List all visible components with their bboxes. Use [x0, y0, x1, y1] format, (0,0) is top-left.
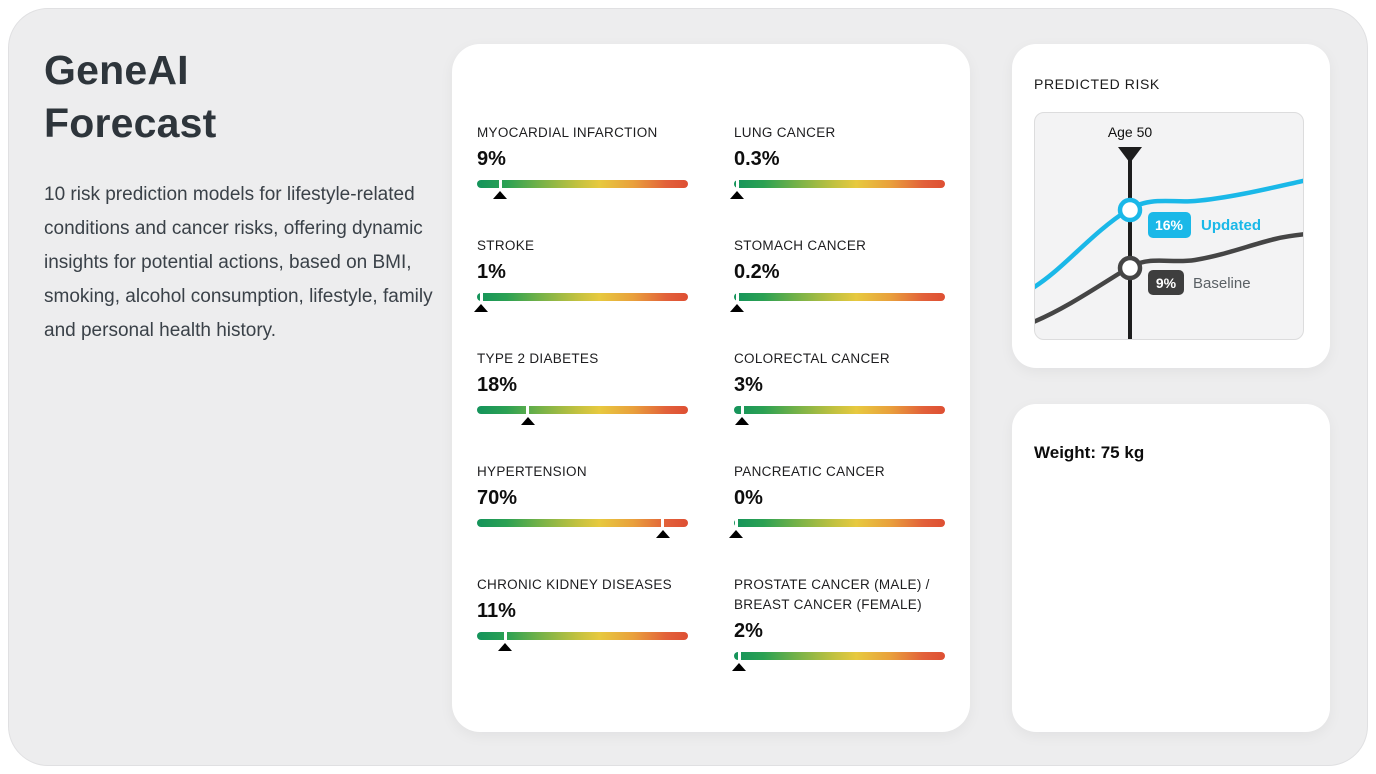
baseline-label: Baseline	[1193, 275, 1251, 292]
risk-value: 3%	[734, 374, 763, 396]
risk-marker-triangle	[729, 530, 744, 538]
page-title: GeneAI Forecast	[44, 44, 440, 150]
risk-item: CHRONIC KIDNEY DISEASES 11%	[477, 575, 688, 688]
risk-gradient-bar	[477, 179, 688, 200]
risk-value: 9%	[477, 148, 506, 170]
risk-gradient-bar	[474, 292, 688, 313]
predicted-risk-card: PREDICTED RISK Age 50 16% Updated	[1012, 44, 1330, 368]
page-title-line1: GeneAI	[44, 47, 189, 93]
weight-label: Weight: 75 kg	[1034, 443, 1145, 462]
risk-gradient-bar	[477, 631, 688, 652]
risk-marker-triangle	[730, 304, 745, 312]
risk-marker-triangle	[730, 191, 745, 199]
risk-marker-triangle	[498, 643, 513, 651]
risk-marker-triangle	[655, 530, 670, 538]
risk-gradient-bar	[477, 518, 688, 539]
risk-item: HYPERTENSION 70%	[477, 462, 688, 575]
risk-gradient-bar	[477, 405, 688, 426]
risk-item: STOMACH CANCER 0.2%	[730, 236, 945, 349]
risk-item: MYOCARDIAL INFARCTION 9%	[477, 123, 688, 236]
age-marker-triangle	[1118, 147, 1142, 163]
risk-item: LUNG CANCER 0.3%	[730, 123, 945, 236]
risk-item: PROSTATE CANCER (MALE) / BREAST CANCER (…	[732, 575, 945, 688]
age-label: Age 50	[1108, 124, 1153, 140]
risk-value: 1%	[477, 261, 506, 283]
risk-value: 11%	[477, 600, 516, 622]
updated-curve	[1035, 178, 1303, 290]
risk-marker-triangle	[493, 191, 508, 199]
risk-grid: MYOCARDIAL INFARCTION 9% LUNG CANCER 0.3…	[452, 44, 970, 688]
risk-label: CHRONIC KIDNEY DISEASES	[477, 577, 672, 592]
updated-point	[1117, 197, 1143, 223]
risk-label: LUNG CANCER	[734, 125, 836, 140]
intro-section: GeneAI Forecast 10 risk prediction models…	[44, 44, 440, 348]
risk-label: MYOCARDIAL INFARCTION	[477, 125, 658, 140]
updated-label: Updated	[1201, 217, 1261, 234]
risk-item: TYPE 2 DIABETES 18%	[477, 349, 688, 462]
risk-label: STOMACH CANCER	[734, 238, 867, 253]
risk-value: 0.3%	[734, 148, 780, 170]
risk-label: PROSTATE CANCER (MALE) / BREAST CANCER (…	[734, 577, 930, 612]
risk-label: COLORECTAL CANCER	[734, 351, 890, 366]
risk-models-card: MYOCARDIAL INFARCTION 9% LUNG CANCER 0.3…	[452, 44, 970, 732]
risk-projection-chart: Age 50 16% Updated 9% Baseline	[1034, 112, 1304, 340]
risk-marker-triangle	[474, 304, 489, 312]
page-description: 10 risk prediction models for lifestyle-…	[44, 184, 433, 341]
predicted-risk-header: PREDICTED RISK	[1034, 76, 1160, 92]
lifestyle-controls-card: Weight: 75 kg Alcohol intake No alcohol …	[1012, 404, 1330, 732]
risk-gradient-bar	[730, 179, 945, 200]
updated-badge	[1148, 212, 1191, 238]
baseline-curve	[1035, 232, 1303, 324]
updated-badge-value: 16%	[1155, 217, 1184, 233]
risk-marker-triangle	[520, 417, 535, 425]
baseline-badge	[1148, 270, 1184, 295]
risk-label: PANCREATIC CANCER	[734, 464, 885, 479]
risk-label: HYPERTENSION	[477, 464, 587, 479]
baseline-point	[1117, 255, 1143, 281]
risk-item: COLORECTAL CANCER 3%	[734, 349, 945, 462]
risk-value: 18%	[477, 374, 518, 396]
risk-item: PANCREATIC CANCER 0%	[729, 462, 945, 575]
risk-value: 2%	[734, 620, 763, 642]
risk-gradient-bar	[734, 405, 945, 426]
page-title-line2: Forecast	[44, 100, 217, 146]
risk-gradient-bar	[729, 518, 945, 539]
risk-value: 0%	[734, 487, 763, 509]
risk-label: TYPE 2 DIABETES	[477, 351, 599, 366]
risk-gradient-bar	[732, 651, 945, 672]
risk-marker-triangle	[732, 663, 747, 671]
risk-value: 0.2%	[734, 261, 780, 283]
risk-gradient-bar	[730, 292, 945, 313]
risk-item: STROKE 1%	[474, 236, 688, 349]
risk-value: 70%	[477, 487, 518, 509]
baseline-badge-value: 9%	[1156, 275, 1177, 291]
risk-label: STROKE	[477, 238, 535, 253]
risk-marker-triangle	[735, 417, 750, 425]
